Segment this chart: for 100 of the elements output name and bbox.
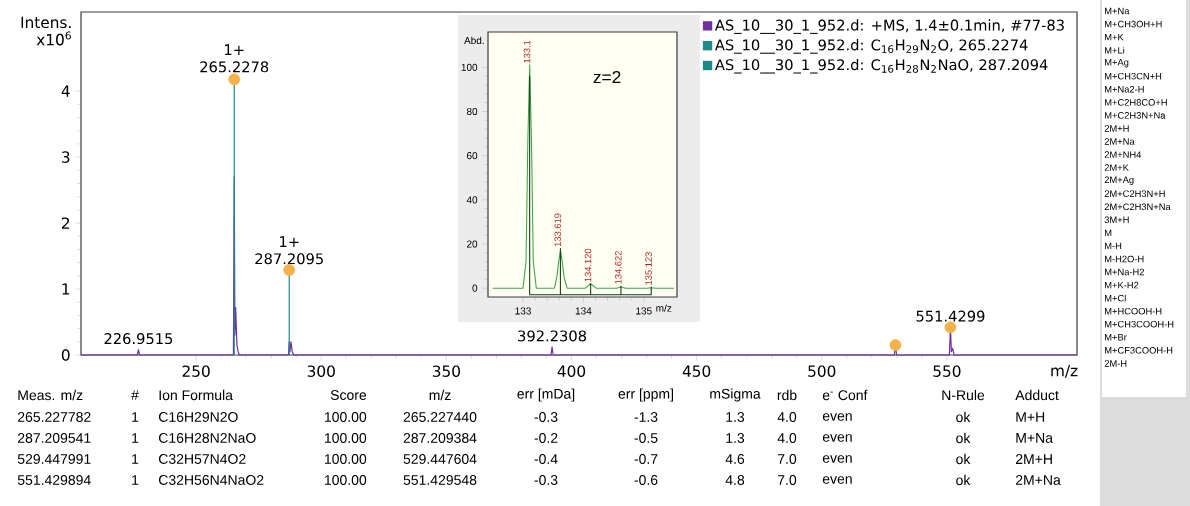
y-tick-label: 2 [61,217,70,229]
point [889,339,902,351]
legend-label: AS_10__30_1_952.d: C$_{16}$H$_{29}$N$_{2}$O, 265.2274 [715,39,1028,54]
x-axis-title: m/z [1051,365,1078,378]
point [228,73,241,86]
y-tick-label: 60 [466,152,478,160]
text: M+CH3OH+H [1105,20,1162,28]
text: M+CH3CN+H [1105,72,1162,80]
annotation: 1+ [280,236,299,247]
text: M+Cl [1105,294,1126,302]
text: 2M+NH4 [1104,151,1142,158]
annotation: 1+ [225,44,244,56]
text: even [822,413,852,421]
x-axis-title: m/z [656,304,672,312]
text: M-H [1105,242,1122,250]
text: M+Li [1105,46,1125,54]
text: M+HCOOH-H [1105,307,1162,315]
text: 2M-H [1104,360,1127,367]
text: ok [956,453,971,465]
text: 100.00 [324,454,367,464]
y-tick-label: 100 [461,63,478,71]
x-tick-label: 550 [933,365,961,377]
x-tick-label: 350 [432,365,460,377]
text: 100.00 [324,433,367,443]
text: M+C2H3N+Na [1105,112,1166,119]
y-axis-title: Intens. x10$^{6}$ [21,16,71,46]
text: -0.3 [534,412,558,422]
text: even [822,476,852,484]
text: 551.429548 [403,475,477,485]
text: M+Na [1105,7,1130,15]
category-label: e$^{-}$ Conf [822,389,868,401]
y-tick-label: 20 [466,240,478,248]
text: M-H2O-H [1105,255,1144,263]
text: 4.8 [725,475,745,485]
text: 265.227440 [403,412,477,422]
legend-label: AS_10__30_1_952.d: C$_{16}$H$_{28}$N$_{2}$NaO, 287.2094 [715,58,1048,74]
text: -0.2 [534,433,558,443]
x-tick-label: 500 [808,365,836,377]
x-tick-label: 134 [575,307,592,315]
category-label: m/z [429,389,451,401]
y-tick-label: 3 [62,151,70,163]
text: 2M+Ag [1104,176,1134,185]
text: 1 [132,475,139,485]
annotation: 133.1 [523,40,531,63]
text: ok [956,432,971,444]
category-label: err [ppm] [618,388,673,402]
y-tick-label: 4 [61,85,70,97]
text: 2M+Na [1015,475,1061,485]
text: M+Ag [1105,59,1129,68]
y-tick-label: 0 [61,349,70,361]
text: -0.7 [634,454,658,464]
category-label: # [131,390,139,400]
x-tick-label: 133 [515,307,531,315]
text: ok [956,474,971,486]
text: 4.0 [777,433,797,443]
text: M+CH3COOH-H [1105,320,1174,328]
text: 1 [132,454,139,464]
y-tick-label: 1 [62,283,70,295]
text: M+Na [1016,433,1053,443]
y-tick-label: 0 [472,284,478,292]
annotation: 265.2278 [200,61,269,73]
annotation: 133.619 [554,213,562,247]
text: 7.0 [777,475,797,485]
text: M+K-H2 [1105,281,1139,289]
category-label: Score [330,390,367,400]
text: C32H57N4O2 [158,454,246,464]
text: 2M+C2H3N+Na [1104,203,1171,211]
x-tick-label: 450 [682,365,711,377]
text: -0.5 [634,433,658,443]
text: 1.3 [726,433,745,443]
x-tick-label: 250 [182,365,210,377]
text: 2M+K [1104,164,1129,171]
category-label: N-Rule [942,389,985,401]
text: 2M+Na [1104,138,1135,145]
y-tick-label: 80 [466,107,478,116]
text: 1 [132,433,139,443]
category-label: err [mDa] [517,388,575,402]
annotation: 135.123 [645,252,652,285]
text: C32H56N4NaO2 [158,475,264,485]
category-label: Adduct [1015,389,1059,401]
point [944,321,957,334]
x-tick-label: 135 [636,307,652,315]
annotation: 392.2308 [518,330,587,342]
annotation: 134.120 [584,248,592,282]
annotation: 287.2095 [255,253,323,265]
text: M+H [1016,412,1045,422]
text: 529.447604 [403,454,477,464]
x-tick-label: 300 [307,365,335,377]
text: M+Br [1105,333,1127,341]
text: ok [956,411,971,423]
text: M+CF3COOH-H [1105,347,1173,354]
text: 265.227782 [17,412,91,422]
text: M+Na-H2 [1105,268,1144,276]
legend-label: AS_10__30_1_952.d: +MS, 1.4±0.1min, #77-83 [715,19,1064,34]
line-series [492,64,675,289]
x-tick-label: 400 [557,365,586,377]
text: M [1105,229,1112,237]
annotation: 226.9515 [104,333,173,345]
text: 2M+H [1015,454,1052,464]
text: 287.209541 [17,433,91,443]
